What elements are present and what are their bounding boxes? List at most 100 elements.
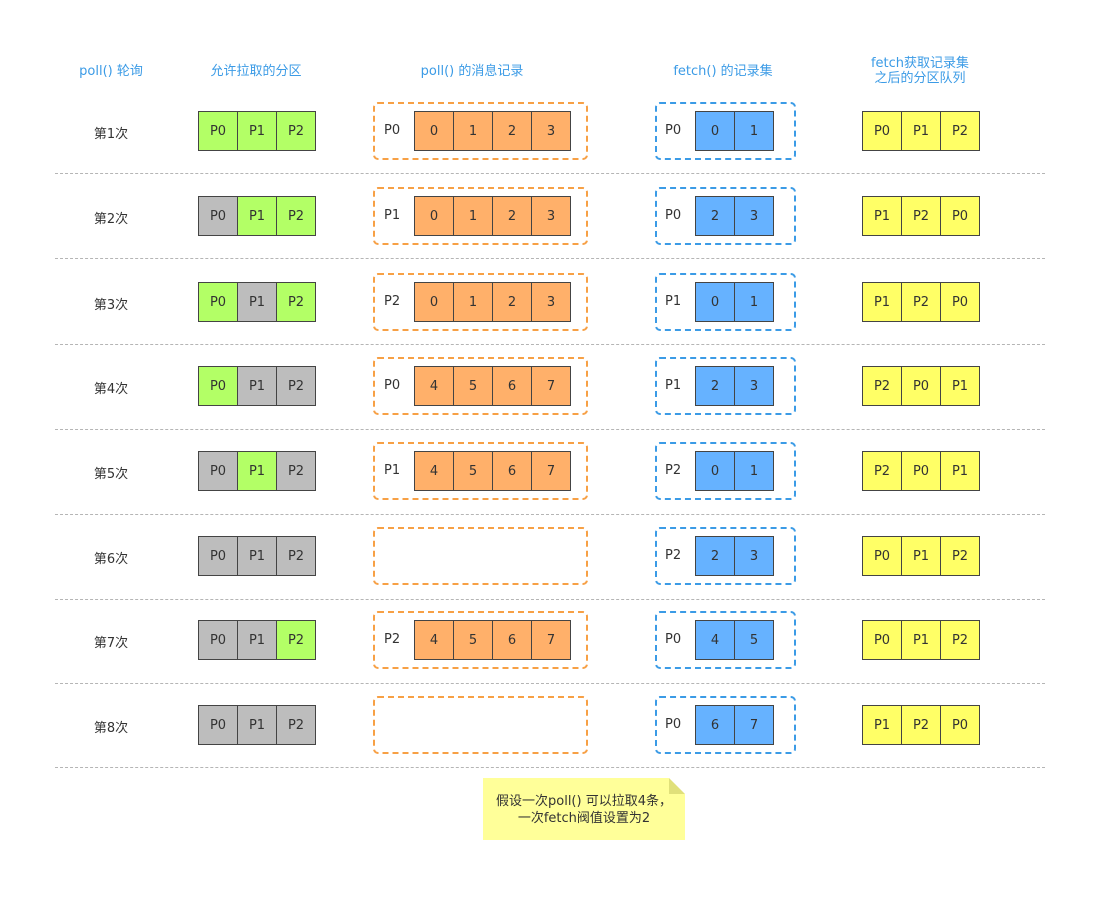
row-label: 第6次 [93, 552, 129, 567]
allowed-partition-cell: P1 [237, 705, 277, 745]
partition-queue: P0 P1 P2 [862, 536, 980, 576]
allowed-partitions: P0 P1 P2 [198, 536, 316, 576]
poll-records-box [373, 273, 588, 331]
row-separator [55, 683, 1045, 684]
queue-partition-cell: P1 [901, 111, 941, 151]
fetch-partition-label: P0 [665, 123, 682, 138]
poll-partition-label: P1 [384, 463, 401, 478]
row-separator [55, 344, 1045, 345]
allowed-partition-cell: P0 [198, 282, 238, 322]
allowed-partition-cell: P1 [237, 196, 277, 236]
poll-record-cell: 1 [453, 196, 493, 236]
allowed-partition-cell: P0 [198, 196, 238, 236]
queue-partition-cell: P1 [862, 196, 902, 236]
header-allowed-partitions: 允许拉取的分区 [210, 64, 302, 79]
fetch-partition-label: P0 [665, 632, 682, 647]
row-separator [55, 599, 1045, 600]
header-poll: poll() 轮询 [79, 64, 143, 79]
queue-partition-cell: P0 [940, 282, 980, 322]
row-label: 第7次 [93, 636, 129, 651]
fetch-record-cell: 2 [695, 366, 735, 406]
allowed-partition-cell: P2 [276, 620, 316, 660]
fetch-records-box [655, 442, 796, 500]
queue-partition-cell: P2 [940, 111, 980, 151]
allowed-partitions: P0 P1 P2 [198, 282, 316, 322]
queue-partition-cell: P1 [862, 282, 902, 322]
fetch-records-box [655, 611, 796, 669]
header-queue-line1: fetch获取记录集 [870, 56, 970, 71]
partition-queue: P1 P2 P0 [862, 282, 980, 322]
poll-record-cell: 3 [531, 111, 571, 151]
poll-record-cell: 1 [453, 282, 493, 322]
queue-partition-cell: P0 [940, 705, 980, 745]
fetch-records-box [655, 696, 796, 754]
fetch-partition-label: P2 [665, 548, 682, 563]
fetch-records-box [655, 187, 796, 245]
row-separator [55, 767, 1045, 768]
queue-partition-cell: P2 [901, 282, 941, 322]
note-fold-corner [669, 778, 685, 794]
poll-records-box [373, 696, 588, 754]
queue-partition-cell: P1 [940, 366, 980, 406]
allowed-partition-cell: P1 [237, 111, 277, 151]
poll-record-cell: 4 [414, 451, 454, 491]
allowed-partition-cell: P0 [198, 451, 238, 491]
poll-records-box [373, 187, 588, 245]
poll-records-box [373, 102, 588, 160]
poll-record-cell: 7 [531, 366, 571, 406]
poll-partition-label: P1 [384, 208, 401, 223]
allowed-partition-cell: P2 [276, 705, 316, 745]
queue-partition-cell: P0 [901, 366, 941, 406]
fetch-record-cell: 0 [695, 111, 735, 151]
partition-queue: P1 P2 P0 [862, 196, 980, 236]
poll-record-cell: 2 [492, 282, 532, 322]
poll-partition-label: P0 [384, 123, 401, 138]
poll-partition-label: P2 [384, 294, 401, 309]
row-separator [55, 173, 1045, 174]
allowed-partition-cell: P0 [198, 705, 238, 745]
poll-record-cell: 5 [453, 451, 493, 491]
allowed-partition-cell: P1 [237, 620, 277, 660]
poll-record-cell: 6 [492, 451, 532, 491]
allowed-partitions: P0 P1 P2 [198, 366, 316, 406]
row-label: 第2次 [93, 212, 129, 227]
poll-record-cell: 0 [414, 196, 454, 236]
poll-record-cell: 0 [414, 282, 454, 322]
allowed-partition-cell: P1 [237, 536, 277, 576]
allowed-partition-cell: P0 [198, 620, 238, 660]
sticky-note: 假设一次poll() 可以拉取4条， 一次fetch阀值设置为2 [483, 778, 685, 840]
queue-partition-cell: P1 [862, 705, 902, 745]
poll-record-cell: 4 [414, 366, 454, 406]
allowed-partition-cell: P1 [237, 282, 277, 322]
note-line2: 一次fetch阀值设置为2 [517, 811, 651, 826]
row-separator [55, 258, 1045, 259]
allowed-partition-cell: P0 [198, 111, 238, 151]
fetch-record-cell: 1 [734, 451, 774, 491]
fetch-partition-label: P1 [665, 378, 682, 393]
header-fetch-records: fetch() 的记录集 [673, 64, 773, 79]
fetch-records-box [655, 527, 796, 585]
poll-record-cell: 3 [531, 282, 571, 322]
poll-record-cell: 3 [531, 196, 571, 236]
poll-partition-label: P2 [384, 632, 401, 647]
queue-partition-cell: P2 [901, 705, 941, 745]
queue-partition-cell: P0 [862, 536, 902, 576]
poll-record-cell: 2 [492, 196, 532, 236]
poll-records-box [373, 611, 588, 669]
allowed-partition-cell: P2 [276, 196, 316, 236]
note-line1: 假设一次poll() 可以拉取4条， [496, 794, 672, 809]
allowed-partition-cell: P1 [237, 451, 277, 491]
poll-records-box [373, 442, 588, 500]
poll-record-cell: 7 [531, 451, 571, 491]
fetch-record-cell: 6 [695, 705, 735, 745]
fetch-records-box [655, 273, 796, 331]
fetch-record-cell: 2 [695, 196, 735, 236]
allowed-partitions: P0 P1 P2 [198, 111, 316, 151]
